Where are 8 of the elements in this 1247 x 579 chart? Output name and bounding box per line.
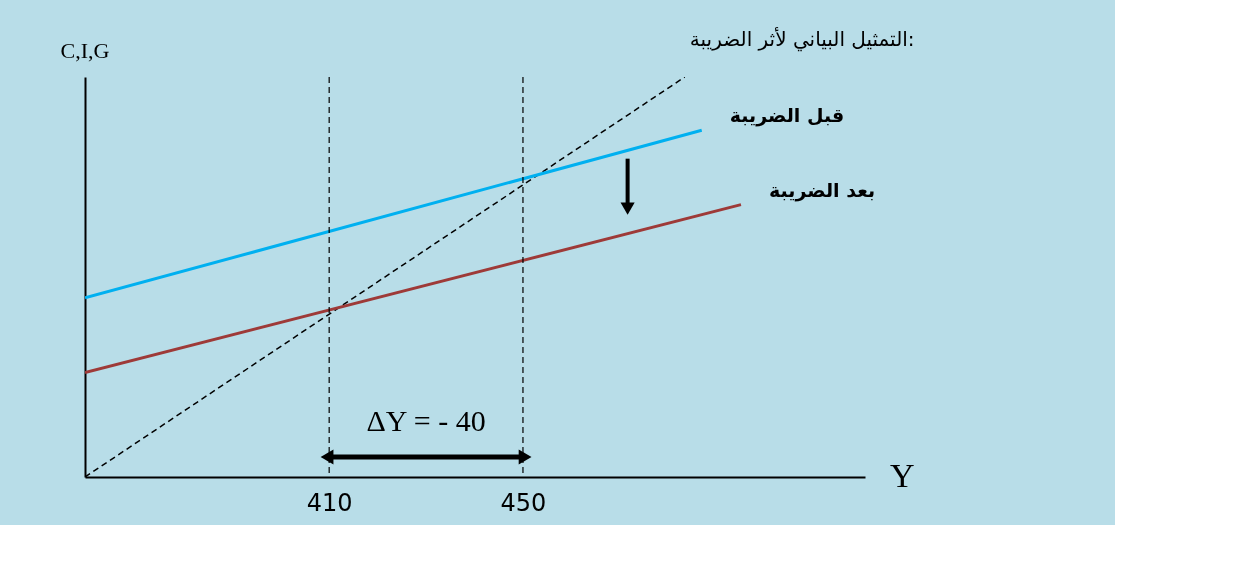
x-axis-title: Y xyxy=(890,457,915,494)
annotation: ΔY = - 40 xyxy=(366,404,486,437)
series-label: قبل الضريبة xyxy=(729,104,845,128)
x-tick-label: 450 xyxy=(500,488,547,517)
y-axis-title: C,I,G xyxy=(60,38,110,63)
chart-title: التمثيل البياني لأثر الضريبة: xyxy=(689,27,915,52)
x-tick-label: 410 xyxy=(306,488,353,517)
series-label: بعد الضريبة xyxy=(768,178,876,202)
